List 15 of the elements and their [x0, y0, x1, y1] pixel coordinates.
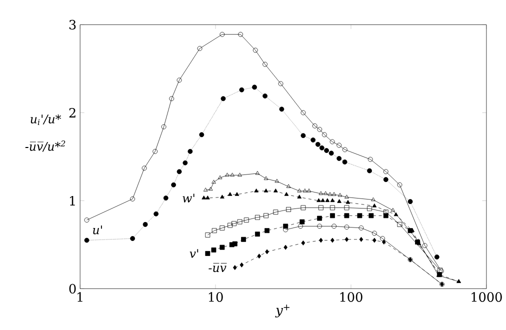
series-label: u': [93, 225, 102, 234]
y-axis-title: u$_{i}$'/u*: [30, 114, 62, 125]
y-tick-label: 0: [69, 284, 76, 294]
x-tick-label: 1000: [472, 292, 502, 302]
series-label: v': [190, 249, 198, 258]
y-tick-label: 3: [69, 20, 76, 30]
y-tick-label: 1: [70, 196, 75, 206]
series-label: -u̅v̅: [208, 262, 227, 272]
x-axis-title: y$^{+}$: [275, 304, 290, 318]
x-tick-label: 100: [340, 292, 362, 302]
text: -u̅v̅/u*$^{2}$: [25, 140, 66, 152]
x-tick-label: 10: [208, 292, 223, 302]
x-tick-label: 1: [78, 292, 82, 302]
y-tick-label: 2: [69, 108, 76, 118]
series-label: w': [182, 194, 194, 202]
